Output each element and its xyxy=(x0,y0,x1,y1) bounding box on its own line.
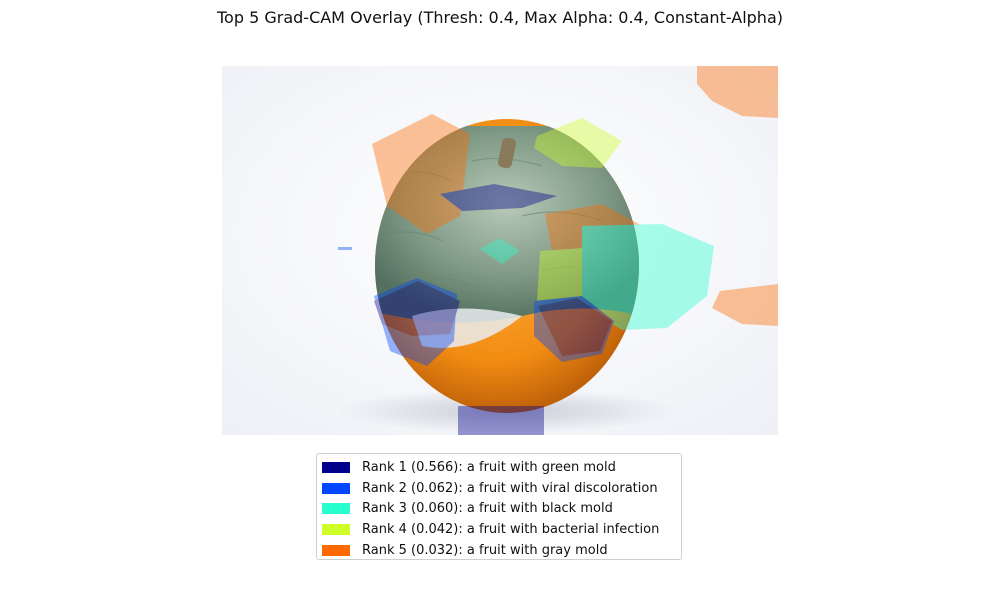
overlay-rank2-region xyxy=(338,247,352,250)
legend-label-rank2: Rank 2 (0.062): a fruit with viral disco… xyxy=(362,480,658,496)
legend-swatch-rank4 xyxy=(322,524,350,536)
overlay-rank5-region xyxy=(545,204,657,276)
gradcam-overlays xyxy=(338,66,778,435)
legend-label-rank4: Rank 4 (0.042): a fruit with bacterial i… xyxy=(362,522,660,538)
figure-title: Top 5 Grad-CAM Overlay (Thresh: 0.4, Max… xyxy=(217,8,783,27)
overlay-rank1-region xyxy=(440,184,557,211)
overlay-rank3-region xyxy=(480,238,520,264)
gradcam-figure xyxy=(222,66,778,435)
overlay-image xyxy=(222,66,778,435)
legend-item-rank5: Rank 5 (0.032): a fruit with gray mold xyxy=(322,540,681,561)
legend-label-rank1: Rank 1 (0.566): a fruit with green mold xyxy=(362,459,616,475)
overlay-rank5-region xyxy=(372,114,470,234)
legend-item-rank2: Rank 2 (0.062): a fruit with viral disco… xyxy=(322,478,681,499)
legend-swatch-rank3 xyxy=(322,503,350,515)
orange-fruit xyxy=(375,119,639,413)
overlay-rank1-region xyxy=(374,281,460,336)
white-mold-patch xyxy=(412,308,522,348)
legend-swatch-rank5 xyxy=(322,545,350,557)
overlay-rank1-region xyxy=(538,298,612,356)
overlay-rank2-region xyxy=(534,296,614,362)
green-mold-area xyxy=(375,126,639,323)
legend-item-rank4: Rank 4 (0.042): a fruit with bacterial i… xyxy=(322,519,681,540)
legend-label-rank3: Rank 3 (0.060): a fruit with black mold xyxy=(362,501,613,517)
overlay-rank4-region xyxy=(534,118,622,168)
legend-swatch-rank2 xyxy=(322,482,350,494)
overlay-rank2-region xyxy=(374,278,457,366)
overlay-rank1-region xyxy=(458,406,544,435)
overlay-rank3-region xyxy=(582,224,714,330)
overlay-rank5-region xyxy=(697,66,778,118)
legend-item-rank3: Rank 3 (0.060): a fruit with black mold xyxy=(322,499,681,520)
fruit-stem xyxy=(497,137,517,169)
legend-item-rank1: Rank 1 (0.566): a fruit with green mold xyxy=(322,457,681,478)
legend-swatch-rank1 xyxy=(322,461,350,473)
overlay-rank5-region xyxy=(712,284,778,326)
overlay-rank4-region xyxy=(537,246,662,326)
legend: Rank 1 (0.566): a fruit with green mold … xyxy=(316,453,682,560)
legend-label-rank5: Rank 5 (0.032): a fruit with gray mold xyxy=(362,543,608,559)
